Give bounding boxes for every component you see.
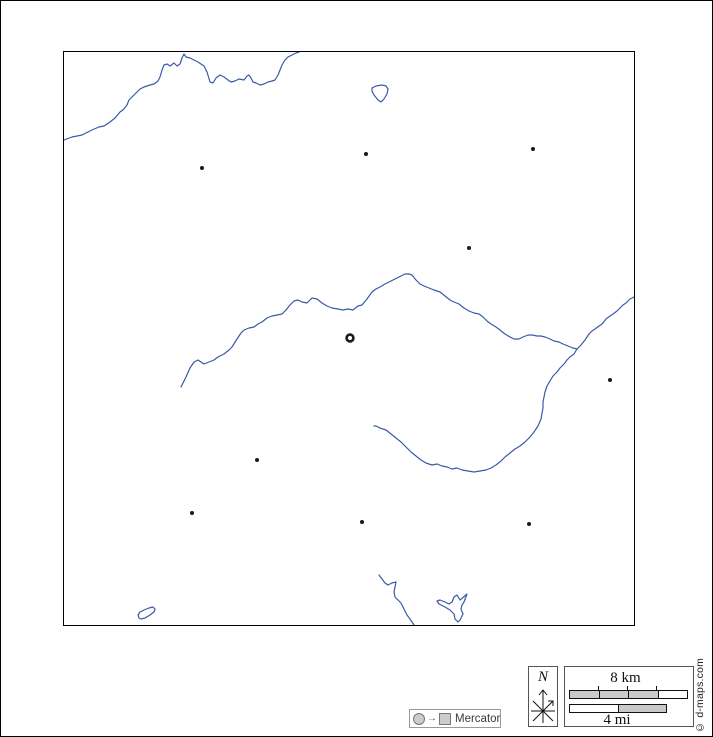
scale-bar-mi [569,704,667,713]
scale-bar-km [569,690,688,699]
scale-mi-label: 4 mi [603,712,631,728]
scale-km-label: 8 km [610,670,641,686]
scale-segment [570,691,600,698]
river-south-stream [378,574,415,625]
river-northwest [64,52,300,141]
town-marker [527,522,531,526]
town-marker [467,246,471,250]
town-marker [608,378,612,382]
town-marker [255,458,259,462]
map-frame [63,51,635,626]
scale-segment [629,691,659,698]
lake-south-inlet [436,593,468,623]
scale-segment [599,691,629,698]
globe-circle-icon [413,712,425,725]
town-marker [190,511,194,515]
town-marker [364,152,368,156]
copyright-text: © d-maps.com [694,657,706,733]
town-marker [531,147,535,151]
scale-tick [627,686,628,690]
city-marker [345,333,355,343]
map-canvas [64,52,634,625]
projection-label: Mercator [455,712,501,725]
lake-north [371,84,389,103]
lake-southwest [137,606,156,620]
scale-segment [658,691,687,698]
north-arrow-icon [531,688,555,723]
scale-tick [598,686,599,690]
compass-box: N [528,666,558,727]
scale-box: 8 km 4 mi [564,666,694,728]
arrow-right-icon: → [427,712,437,724]
projected-square-icon [439,712,451,725]
north-label: N [537,669,548,685]
scale-segment [570,705,619,712]
scale-segment [618,705,666,712]
river-central [180,273,634,388]
river-tributary-south [373,348,578,473]
scale-tick [656,686,657,690]
projection-legend: → Mercator [409,709,501,728]
town-marker [360,520,364,524]
town-marker [200,166,204,170]
